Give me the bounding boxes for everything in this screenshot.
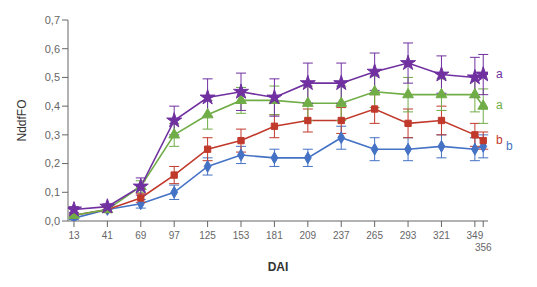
svg-text:97: 97 bbox=[169, 230, 181, 241]
svg-text:a: a bbox=[496, 98, 503, 112]
svg-text:237: 237 bbox=[333, 230, 350, 241]
svg-text:209: 209 bbox=[299, 230, 316, 241]
svg-text:349: 349 bbox=[467, 230, 484, 241]
svg-text:0,6: 0,6 bbox=[45, 43, 60, 55]
svg-text:a: a bbox=[496, 67, 503, 81]
svg-text:153: 153 bbox=[233, 230, 250, 241]
svg-text:293: 293 bbox=[400, 230, 417, 241]
svg-text:321: 321 bbox=[433, 230, 450, 241]
svg-text:b: b bbox=[496, 133, 503, 147]
svg-text:b: b bbox=[506, 139, 513, 153]
svg-text:265: 265 bbox=[366, 230, 383, 241]
svg-text:0,5: 0,5 bbox=[45, 71, 60, 83]
svg-text:69: 69 bbox=[135, 230, 147, 241]
svg-text:181: 181 bbox=[266, 230, 283, 241]
svg-text:0,3: 0,3 bbox=[45, 129, 60, 141]
svg-text:41: 41 bbox=[102, 230, 114, 241]
svg-text:0,4: 0,4 bbox=[45, 100, 60, 112]
svg-text:0,0: 0,0 bbox=[45, 215, 60, 227]
svg-text:DAI: DAI bbox=[268, 260, 289, 274]
svg-text:0,7: 0,7 bbox=[45, 14, 60, 26]
svg-text:125: 125 bbox=[199, 230, 216, 241]
svg-text:13: 13 bbox=[68, 230, 80, 241]
svg-text:0,1: 0,1 bbox=[45, 186, 60, 198]
svg-text:0,2: 0,2 bbox=[45, 157, 60, 169]
svg-text:356: 356 bbox=[475, 242, 492, 253]
svg-text:NddfFO: NddfFO bbox=[15, 99, 29, 141]
